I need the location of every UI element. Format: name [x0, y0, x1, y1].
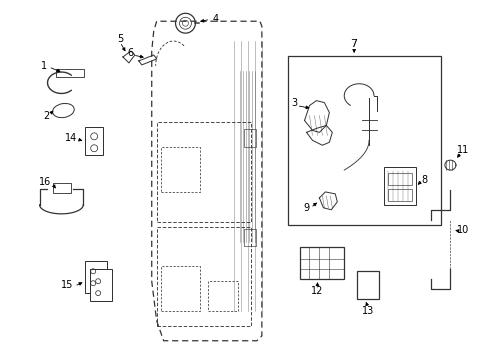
- Text: 1: 1: [41, 61, 47, 71]
- Ellipse shape: [52, 103, 74, 118]
- Bar: [157, 122, 251, 222]
- Text: 8: 8: [421, 175, 428, 185]
- Text: 2: 2: [44, 112, 49, 121]
- Bar: [56, 69, 84, 77]
- Bar: [384, 167, 416, 205]
- Bar: [299, 247, 344, 279]
- Bar: [388, 189, 412, 201]
- Bar: [357, 271, 379, 299]
- Text: 13: 13: [362, 306, 374, 316]
- Bar: [288, 56, 441, 225]
- Text: 7: 7: [350, 39, 358, 49]
- Text: 11: 11: [457, 145, 469, 155]
- Bar: [157, 227, 251, 326]
- Text: 9: 9: [303, 203, 310, 213]
- Text: 6: 6: [128, 48, 134, 58]
- Text: 12: 12: [311, 286, 323, 296]
- Bar: [244, 229, 256, 247]
- Bar: [53, 183, 72, 193]
- Text: 5: 5: [117, 34, 123, 44]
- Bar: [244, 129, 256, 147]
- Text: 10: 10: [457, 225, 469, 235]
- Bar: [161, 147, 200, 192]
- Bar: [85, 261, 107, 293]
- Text: 4: 4: [212, 14, 218, 24]
- Bar: [85, 127, 103, 155]
- Text: 15: 15: [61, 280, 74, 290]
- Bar: [161, 266, 200, 311]
- Text: 16: 16: [39, 177, 51, 187]
- Bar: [90, 269, 112, 301]
- Bar: [388, 173, 412, 185]
- Bar: [208, 281, 238, 311]
- Text: 3: 3: [292, 98, 298, 108]
- Text: 14: 14: [65, 133, 77, 143]
